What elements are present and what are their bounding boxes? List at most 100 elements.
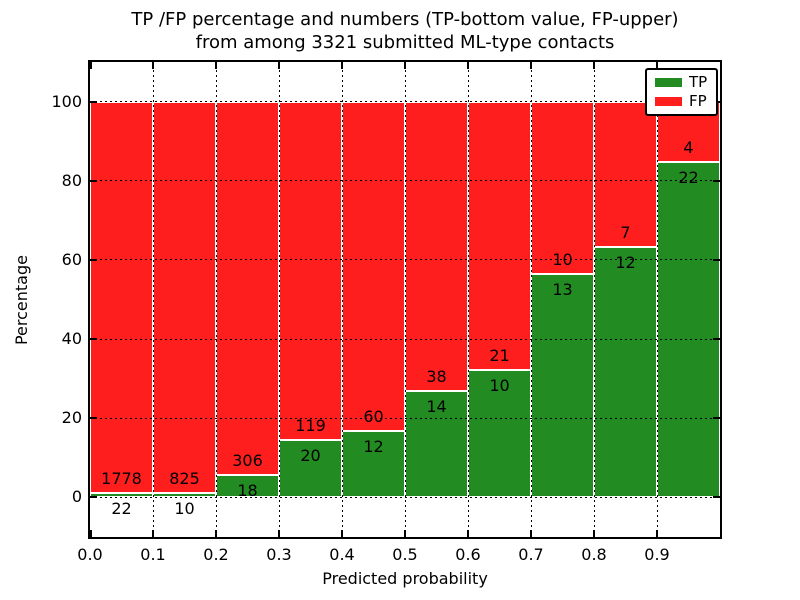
y-tick-mark — [713, 417, 720, 420]
y-tick-mark — [713, 258, 720, 261]
bar-segment-fp — [216, 101, 279, 476]
vertical-gridline — [530, 62, 532, 537]
bar-segment-fp — [405, 101, 468, 391]
x-tick-mark — [278, 62, 280, 69]
x-tick-mark — [404, 62, 406, 69]
bar-segment-fp — [90, 101, 153, 493]
fp-count-label: 306 — [232, 451, 263, 471]
y-tick-mark — [90, 179, 97, 182]
x-tick-label: 0.7 — [518, 545, 544, 564]
y-tick-mark — [90, 496, 97, 499]
x-tick-mark — [593, 62, 595, 69]
tp-count-label: 10 — [174, 498, 195, 518]
tp-count-label: 12 — [615, 253, 636, 273]
x-tick-mark — [341, 530, 343, 537]
fp-count-label: 1778 — [101, 468, 142, 488]
chart-title: TP /FP percentage and numbers (TP-bottom… — [90, 8, 720, 54]
tp-count-label: 12 — [363, 437, 384, 457]
x-tick-mark — [341, 62, 343, 69]
x-tick-label: 0.4 — [329, 545, 355, 564]
fp-count-label: 825 — [169, 468, 200, 488]
y-tick-mark — [713, 179, 720, 182]
bar-segment-tp — [342, 431, 405, 498]
bar-segment-fp — [279, 101, 342, 441]
x-tick-mark — [152, 530, 154, 537]
x-tick-label: 0.8 — [581, 545, 607, 564]
plot-area: 1778 22 825 10 306 18 119 20 60 12 38 14 21 10 10 13 7 12… — [88, 60, 722, 539]
x-tick-label: 0.6 — [455, 545, 481, 564]
bar-segment-fp — [153, 101, 216, 493]
bar-segment-fp — [594, 101, 657, 248]
bar-segment-fp — [342, 101, 405, 432]
legend-item-tp: TP — [655, 75, 707, 90]
tp-count-label: 22 — [678, 168, 699, 188]
legend-item-fp: FP — [655, 94, 707, 109]
x-tick-mark — [530, 62, 532, 69]
fp-color-swatch-icon — [655, 97, 682, 106]
x-tick-mark — [593, 530, 595, 537]
fp-count-label: 60 — [363, 407, 384, 427]
y-tick-label: 20 — [61, 408, 82, 428]
tp-count-label: 20 — [300, 446, 321, 466]
fp-count-label: 21 — [489, 345, 510, 365]
vertical-gridline — [152, 62, 154, 537]
fp-count-label: 7 — [620, 223, 631, 243]
x-tick-mark — [90, 62, 92, 69]
tp-count-label: 22 — [111, 498, 132, 518]
x-tick-label: 0.1 — [140, 545, 166, 564]
bar-segment-fp — [531, 101, 594, 274]
x-tick-mark — [467, 530, 469, 537]
fp-count-label: 4 — [683, 138, 694, 158]
y-tick-label: 60 — [61, 249, 82, 269]
x-tick-mark — [404, 530, 406, 537]
x-tick-mark — [278, 530, 280, 537]
chart-title-line1: TP /FP percentage and numbers (TP-bottom… — [131, 9, 679, 30]
y-tick-mark — [90, 338, 97, 341]
vertical-gridline — [215, 62, 217, 537]
fp-count-label: 119 — [295, 416, 326, 436]
bar-segment-fp — [468, 101, 531, 370]
y-tick-mark — [713, 338, 720, 341]
bar-segment-tp — [594, 247, 657, 498]
y-tick-label: 40 — [61, 329, 82, 349]
x-tick-mark — [215, 530, 217, 537]
tp-count-label: 10 — [489, 375, 510, 395]
x-tick-mark — [656, 62, 658, 69]
fp-count-label: 38 — [426, 366, 447, 386]
vertical-gridline — [593, 62, 595, 537]
x-tick-mark — [530, 530, 532, 537]
bar-segment-tp — [405, 390, 468, 498]
y-tick-label: 100 — [51, 91, 82, 111]
bar-segment-tp — [657, 162, 720, 498]
tp-color-swatch-icon — [655, 78, 682, 87]
chart-title-line2: from among 3321 submitted ML-type contac… — [195, 32, 615, 53]
y-tick-mark — [90, 258, 97, 261]
x-tick-label: 0.9 — [644, 545, 670, 564]
vertical-gridline — [341, 62, 343, 537]
vertical-gridline — [656, 62, 658, 537]
x-tick-mark — [152, 62, 154, 69]
y-axis-label: Percentage — [12, 255, 31, 346]
legend-label-tp: TP — [689, 73, 708, 91]
vertical-gridline — [404, 62, 406, 537]
legend-label-fp: FP — [689, 92, 707, 110]
x-tick-mark — [215, 62, 217, 69]
y-tick-mark — [713, 496, 720, 499]
x-tick-label: 0.0 — [77, 545, 103, 564]
vertical-gridline — [278, 62, 280, 537]
x-tick-mark — [467, 62, 469, 69]
y-tick-label: 0 — [71, 487, 82, 507]
bar-segment-tp — [531, 273, 594, 498]
y-tick-mark — [90, 417, 97, 420]
tp-count-label: 18 — [237, 481, 258, 501]
x-tick-label: 0.5 — [392, 545, 418, 564]
x-tick-mark — [90, 530, 92, 537]
y-tick-mark — [90, 100, 97, 103]
fp-count-label: 10 — [552, 249, 573, 269]
y-tick-label: 80 — [61, 170, 82, 190]
x-tick-label: 0.2 — [203, 545, 229, 564]
x-tick-mark — [656, 530, 658, 537]
tp-count-label: 13 — [552, 279, 573, 299]
x-axis-label: Predicted probability — [322, 569, 488, 588]
